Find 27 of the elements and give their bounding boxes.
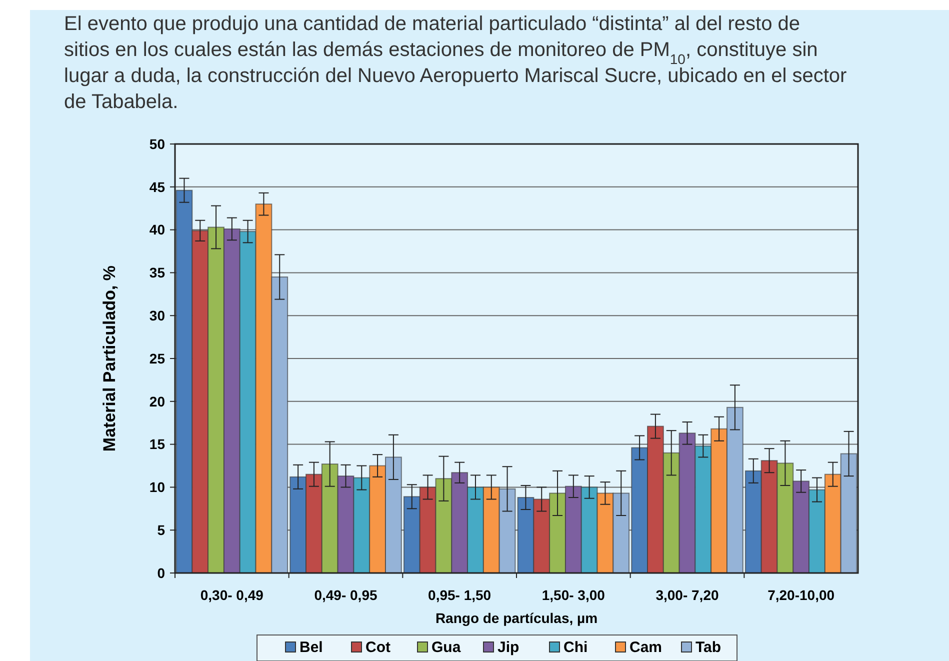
y-axis-title: Material Particulado, %: [100, 265, 119, 452]
legend-label: Chi: [564, 639, 588, 656]
legend-label: Bel: [300, 639, 323, 656]
y-tick-label: 25: [149, 350, 166, 366]
y-tick-label: 5: [157, 522, 166, 538]
legend-label: Jip: [498, 639, 520, 656]
legend-label: Gua: [432, 639, 462, 656]
y-tick-label: 10: [149, 479, 166, 496]
x-tick-label: 0,95- 1,50: [428, 587, 492, 603]
x-axis-title: Rango de partículas, µm: [435, 610, 598, 626]
legend-label: Cam: [630, 639, 662, 656]
y-tick-label: 40: [149, 222, 166, 238]
x-tick-label: 0,30- 0,49: [200, 587, 264, 603]
legend-label: Tab: [696, 639, 722, 656]
y-tick-label: 45: [149, 178, 166, 195]
y-tick-label: 0: [157, 564, 166, 581]
chart-title: El evento que produjo una cantidad de material particulado “distinta” al del resto de sitios en los cuales están las demás estaciones de monitoreo de PM$_{10}$, constituye sin lugar a duda, la construcción del Nuevo Aeropuerto Mariscal Sucre, ubicado en el sector de Tababela.: [64, 13, 848, 113]
x-tick-label: 1,50- 3,00: [542, 587, 606, 603]
x-tick-label: 7,20-10,00: [768, 587, 835, 603]
y-tick-label: 35: [149, 264, 166, 281]
legend-label: Cot: [366, 639, 390, 656]
x-tick-label: 0,49- 0,95: [314, 587, 378, 603]
x-tick-label: 3,00- 7,20: [656, 587, 719, 603]
y-tick-label: 30: [149, 308, 166, 324]
y-tick-label: 15: [149, 436, 166, 452]
y-tick-label: 20: [149, 393, 166, 410]
y-tick-label: 50: [149, 136, 166, 152]
